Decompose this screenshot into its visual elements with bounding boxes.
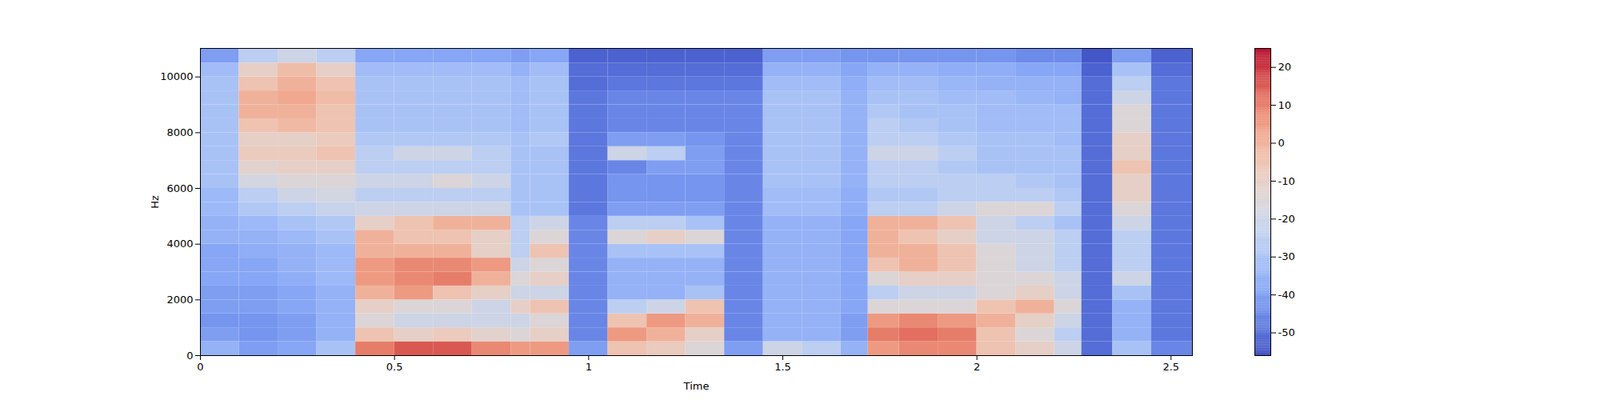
svg-text:2: 2 — [973, 360, 980, 373]
svg-text:20: 20 — [1278, 60, 1292, 73]
svg-text:1.5: 1.5 — [774, 360, 792, 373]
svg-text:-10: -10 — [1278, 175, 1296, 188]
svg-text:0: 0 — [186, 349, 193, 362]
svg-text:-40: -40 — [1278, 288, 1296, 301]
svg-text:-30: -30 — [1278, 250, 1296, 263]
svg-text:-20: -20 — [1278, 212, 1296, 225]
svg-text:2000: 2000 — [166, 293, 193, 306]
svg-text:8000: 8000 — [166, 126, 193, 139]
svg-text:0: 0 — [196, 360, 204, 373]
svg-text:10000: 10000 — [160, 70, 193, 83]
svg-text:6000: 6000 — [166, 182, 193, 195]
svg-text:2.5: 2.5 — [1162, 360, 1180, 373]
svg-text:Hz: Hz — [148, 195, 161, 209]
svg-text:Time: Time — [683, 380, 710, 392]
svg-text:-50: -50 — [1278, 326, 1296, 339]
svg-text:4000: 4000 — [166, 237, 193, 250]
svg-text:10: 10 — [1278, 99, 1292, 112]
svg-text:0: 0 — [1278, 136, 1285, 149]
svg-text:0.5: 0.5 — [386, 360, 404, 373]
svg-text:1: 1 — [585, 360, 592, 373]
